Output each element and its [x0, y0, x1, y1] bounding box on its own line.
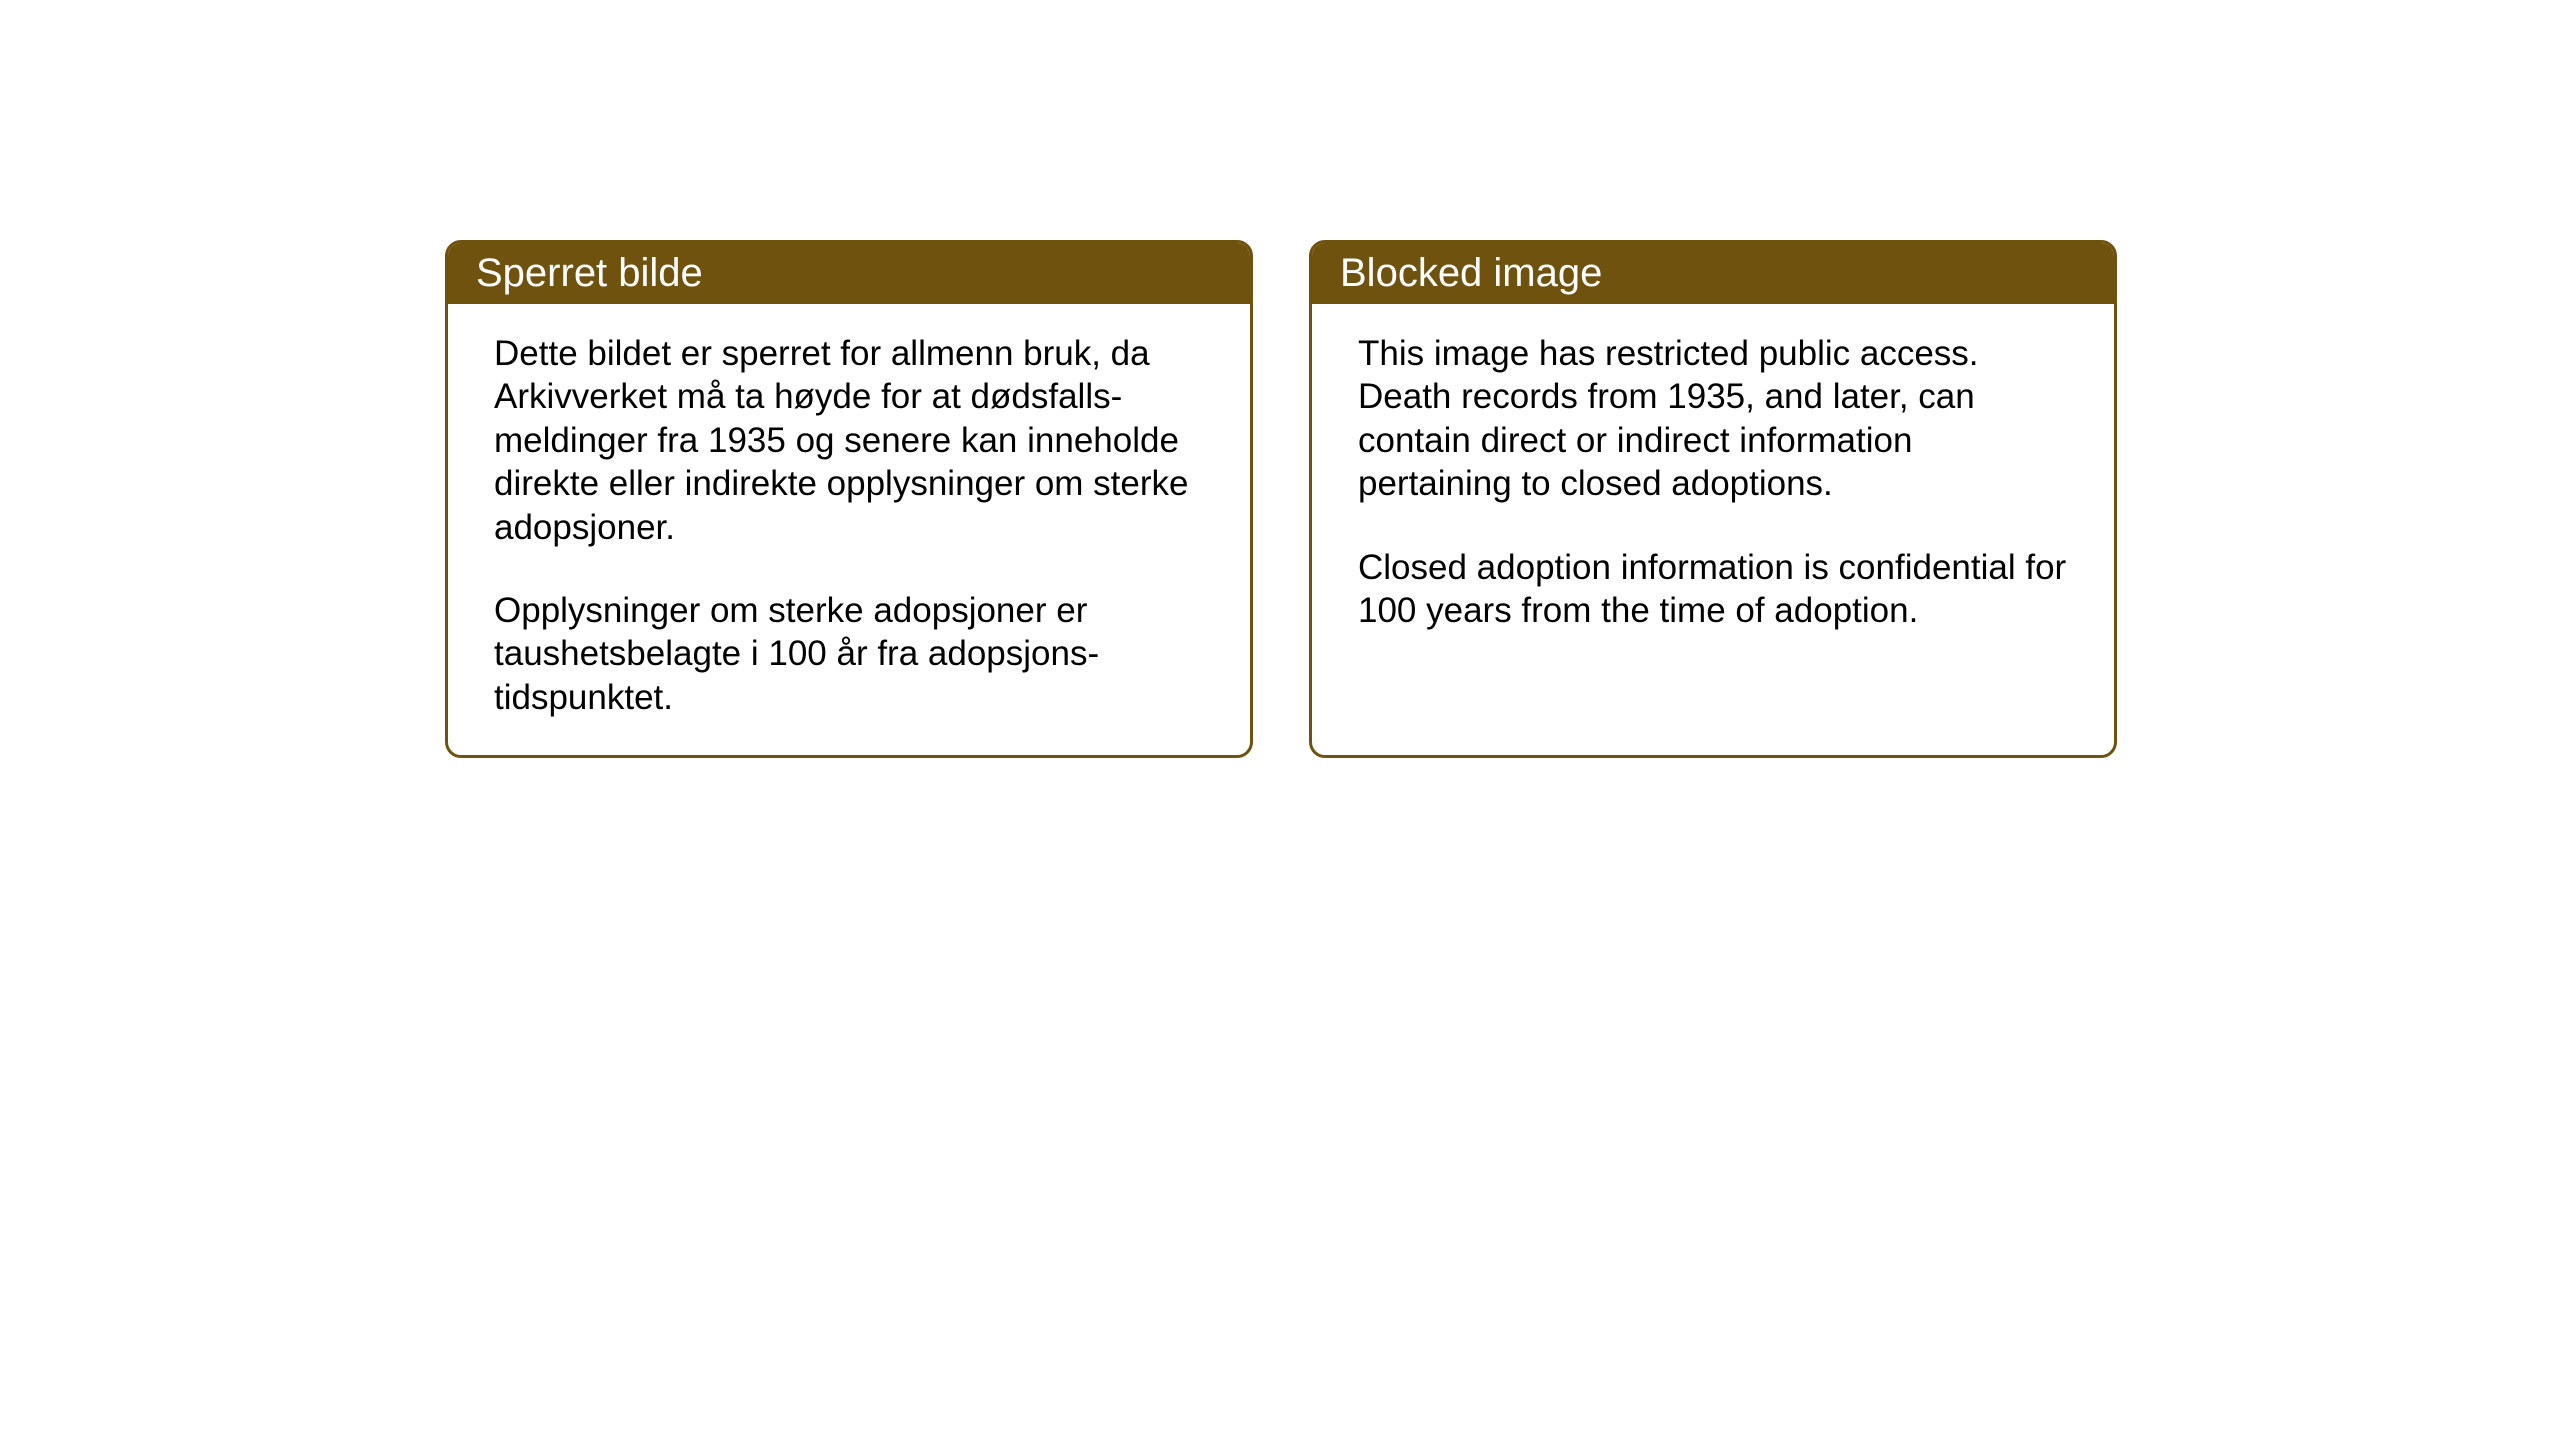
- norwegian-notice-card: Sperret bilde Dette bildet er sperret fo…: [445, 240, 1253, 758]
- norwegian-card-header: Sperret bilde: [448, 243, 1250, 304]
- english-paragraph-1: This image has restricted public access.…: [1358, 332, 2068, 506]
- english-notice-card: Blocked image This image has restricted …: [1309, 240, 2117, 758]
- norwegian-paragraph-2: Opplysninger om sterke adopsjoner er tau…: [494, 589, 1204, 719]
- norwegian-paragraph-1: Dette bildet er sperret for allmenn bruk…: [494, 332, 1204, 549]
- norwegian-card-title: Sperret bilde: [476, 251, 703, 295]
- norwegian-card-body: Dette bildet er sperret for allmenn bruk…: [448, 304, 1250, 755]
- english-paragraph-2: Closed adoption information is confident…: [1358, 546, 2068, 633]
- english-card-header: Blocked image: [1312, 243, 2114, 304]
- notice-container: Sperret bilde Dette bildet er sperret fo…: [445, 240, 2117, 758]
- english-card-body: This image has restricted public access.…: [1312, 304, 2114, 668]
- english-card-title: Blocked image: [1340, 251, 1602, 295]
